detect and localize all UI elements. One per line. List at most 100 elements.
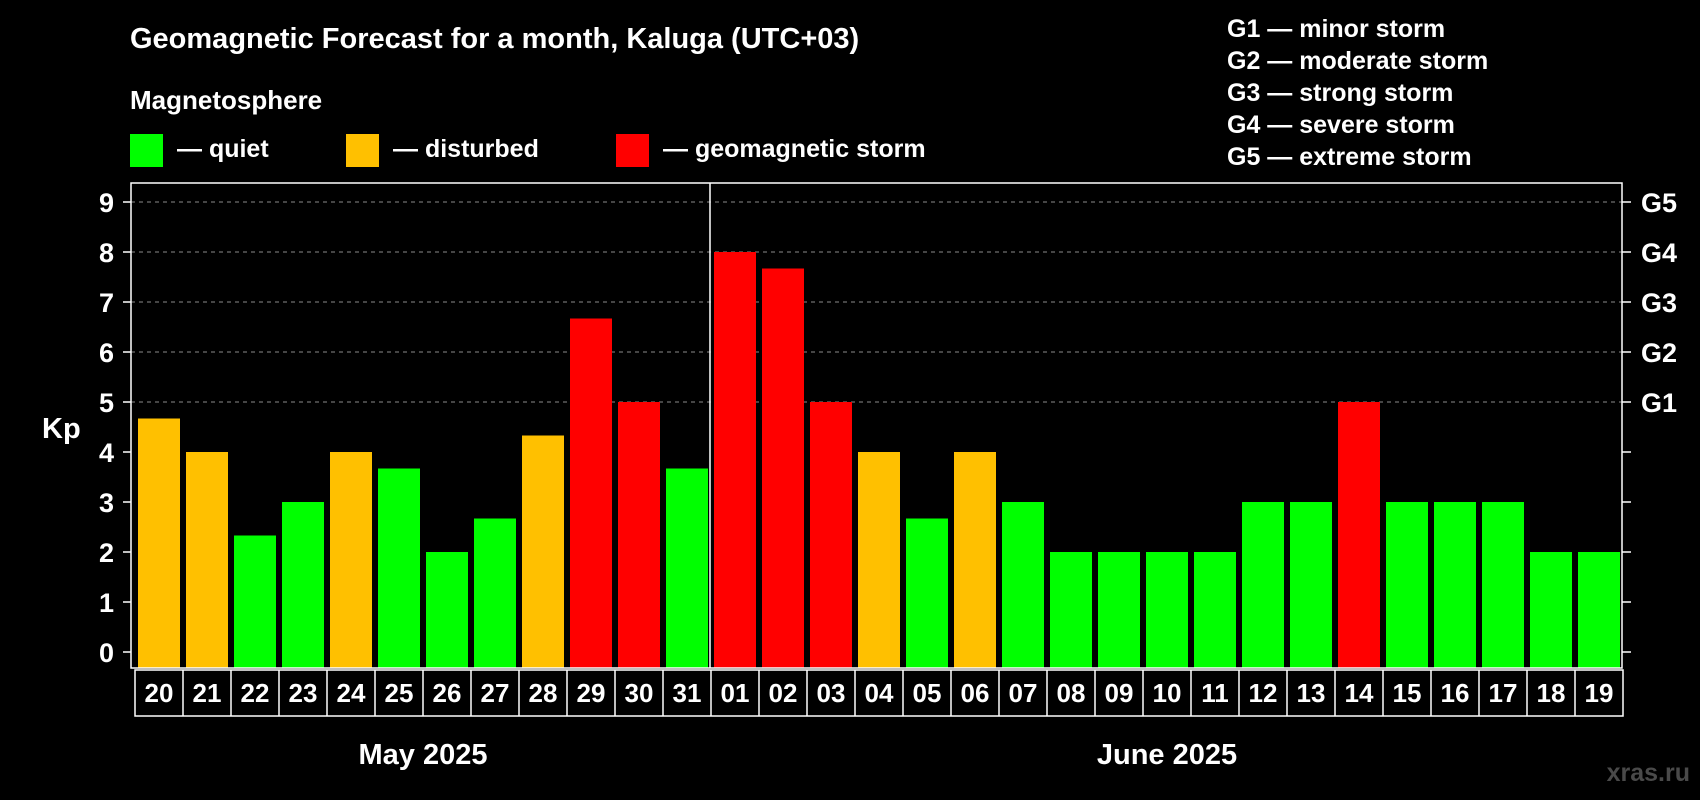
kp-bar xyxy=(570,318,612,668)
date-label: 23 xyxy=(289,678,318,708)
date-label: 14 xyxy=(1345,678,1374,708)
date-label: 03 xyxy=(817,678,846,708)
date-label: 02 xyxy=(769,678,798,708)
storm-level-legend-item: G5 — extreme storm xyxy=(1227,143,1472,171)
y-tick-label: 7 xyxy=(99,288,114,318)
storm-level-tick-label: G4 xyxy=(1641,238,1677,268)
kp-bar xyxy=(1290,502,1332,668)
date-label: 19 xyxy=(1585,678,1614,708)
legend-label: — disturbed xyxy=(393,135,539,163)
date-label: 24 xyxy=(337,678,366,708)
y-tick-label: 1 xyxy=(99,588,114,618)
storm-level-axis: G1 G2 G3 G4 G5 xyxy=(1622,188,1677,653)
kp-bar xyxy=(1002,502,1044,668)
kp-bar xyxy=(1434,502,1476,668)
kp-bar xyxy=(426,552,468,668)
y-axis: 0 1 2 3 4 5 6 7 8 9 xyxy=(99,188,131,668)
date-label: 25 xyxy=(385,678,414,708)
kp-bar xyxy=(714,252,756,668)
kp-bar xyxy=(522,435,564,668)
kp-bar xyxy=(762,268,804,668)
kp-bar xyxy=(666,468,708,668)
legend-swatch xyxy=(616,134,649,167)
date-label: 31 xyxy=(673,678,702,708)
month-labels: May 2025 June 2025 xyxy=(359,739,1238,771)
kp-bar xyxy=(1338,402,1380,668)
kp-bar xyxy=(1578,552,1620,668)
date-label: 07 xyxy=(1009,678,1038,708)
date-label: 12 xyxy=(1249,678,1278,708)
storm-level-legend: G1 — minor storm G2 — moderate storm G3 — … xyxy=(1227,15,1488,171)
y-tick-label: 6 xyxy=(99,338,114,368)
watermark: xras.ru xyxy=(1607,759,1690,787)
kp-bar xyxy=(1194,552,1236,668)
date-label: 09 xyxy=(1105,678,1134,708)
kp-bar xyxy=(186,452,228,668)
kp-bar xyxy=(858,452,900,668)
month-label: May 2025 xyxy=(359,739,488,771)
date-label: 27 xyxy=(481,678,510,708)
y-tick-label: 3 xyxy=(99,488,114,518)
storm-level-legend-item: G1 — minor storm xyxy=(1227,15,1445,43)
date-label: 01 xyxy=(721,678,750,708)
legend-label: — geomagnetic storm xyxy=(663,135,926,163)
kp-bar xyxy=(906,518,948,668)
kp-bar xyxy=(1098,552,1140,668)
kp-bar xyxy=(1482,502,1524,668)
kp-bar xyxy=(474,518,516,668)
date-label: 16 xyxy=(1441,678,1470,708)
date-label: 20 xyxy=(145,678,174,708)
kp-bar xyxy=(1242,502,1284,668)
date-label: 21 xyxy=(193,678,222,708)
kp-bar xyxy=(1050,552,1092,668)
y-tick-label: 4 xyxy=(99,438,114,468)
storm-level-tick-label: G5 xyxy=(1641,188,1677,218)
storm-level-legend-item: G4 — severe storm xyxy=(1227,111,1455,139)
storm-level-tick-label: G1 xyxy=(1641,388,1677,418)
legend-swatch xyxy=(346,134,379,167)
y-tick-label: 8 xyxy=(99,238,114,268)
chart-subtitle: Magnetosphere xyxy=(130,85,322,115)
date-label: 18 xyxy=(1537,678,1566,708)
date-label: 04 xyxy=(865,678,894,708)
storm-level-tick-label: G3 xyxy=(1641,288,1677,318)
date-label: 06 xyxy=(961,678,990,708)
kp-bar xyxy=(282,502,324,668)
date-label: 13 xyxy=(1297,678,1326,708)
date-label: 08 xyxy=(1057,678,1086,708)
kp-bar xyxy=(1530,552,1572,668)
y-tick-label: 9 xyxy=(99,188,114,218)
date-label: 17 xyxy=(1489,678,1518,708)
date-label: 29 xyxy=(577,678,606,708)
x-axis-date-labels: 20 21 22 23 24 25 26 27 28 29 30 31 01 02 03 04 05 06 07 08… xyxy=(134,669,1624,717)
legend: — quiet — disturbed — geomagnetic storm xyxy=(130,134,926,167)
date-label: 10 xyxy=(1153,678,1182,708)
legend-label: — quiet xyxy=(177,135,269,163)
date-label: 15 xyxy=(1393,678,1422,708)
kp-bar xyxy=(618,402,660,668)
plot-frame xyxy=(130,182,1623,669)
chart-title: Geomagnetic Forecast for a month, Kaluga… xyxy=(130,23,859,55)
date-label: 22 xyxy=(241,678,270,708)
date-label: 11 xyxy=(1201,678,1229,708)
legend-swatch xyxy=(130,134,163,167)
storm-level-legend-item: G3 — strong storm xyxy=(1227,79,1453,107)
date-label: 05 xyxy=(913,678,942,708)
storm-level-tick-label: G2 xyxy=(1641,338,1677,368)
month-label: June 2025 xyxy=(1097,739,1237,771)
y-axis-label: Kp xyxy=(42,413,81,445)
kp-bar xyxy=(138,418,180,668)
date-label: 28 xyxy=(529,678,558,708)
kp-bar xyxy=(330,452,372,668)
y-tick-label: 2 xyxy=(99,538,114,568)
bars xyxy=(138,252,1620,668)
storm-level-legend-item: G2 — moderate storm xyxy=(1227,47,1488,75)
date-label-frame xyxy=(134,669,1624,717)
y-tick-label: 5 xyxy=(99,388,114,418)
kp-bar xyxy=(378,468,420,668)
kp-bar xyxy=(1386,502,1428,668)
kp-bar xyxy=(810,402,852,668)
kp-bar xyxy=(954,452,996,668)
kp-bar xyxy=(234,535,276,668)
